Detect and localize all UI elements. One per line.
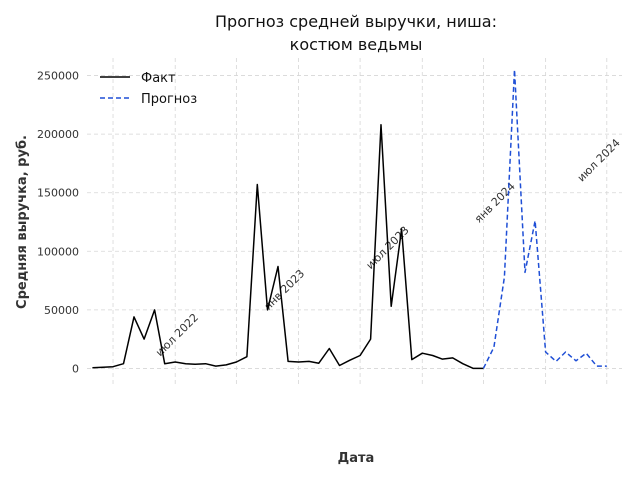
series-line-fact	[92, 124, 484, 370]
chart-title-line-1: Прогноз средней выручки, ниша:	[215, 12, 497, 31]
y-tick-label: 250000	[37, 70, 79, 83]
legend-label-forecast: Прогноз	[141, 92, 197, 107]
y-tick-label: 150000	[37, 187, 79, 200]
series-line-forecast	[482, 68, 607, 369]
x-tick-label: июл 2024	[575, 136, 623, 184]
y-tick-label: 50000	[44, 304, 79, 317]
legend: Факт Прогноз	[100, 71, 197, 107]
x-axis-label: Дата	[338, 451, 375, 466]
series-lines	[92, 68, 607, 370]
y-tick-label: 200000	[37, 128, 79, 141]
grid-lines	[87, 58, 622, 386]
legend-label-fact: Факт	[141, 71, 176, 86]
y-tick-label: 100000	[37, 245, 79, 258]
y-tick-label: 0	[72, 362, 79, 375]
x-tick-label: янв 2024	[472, 180, 518, 226]
y-axis-label: Средняя выручка, руб.	[15, 135, 30, 309]
chart-title-line-2: костюм ведьмы	[289, 35, 423, 54]
y-axis-ticks: 0 50000 100000 150000 200000 250000	[37, 70, 79, 376]
x-tick-label: июл 2022	[153, 311, 201, 359]
